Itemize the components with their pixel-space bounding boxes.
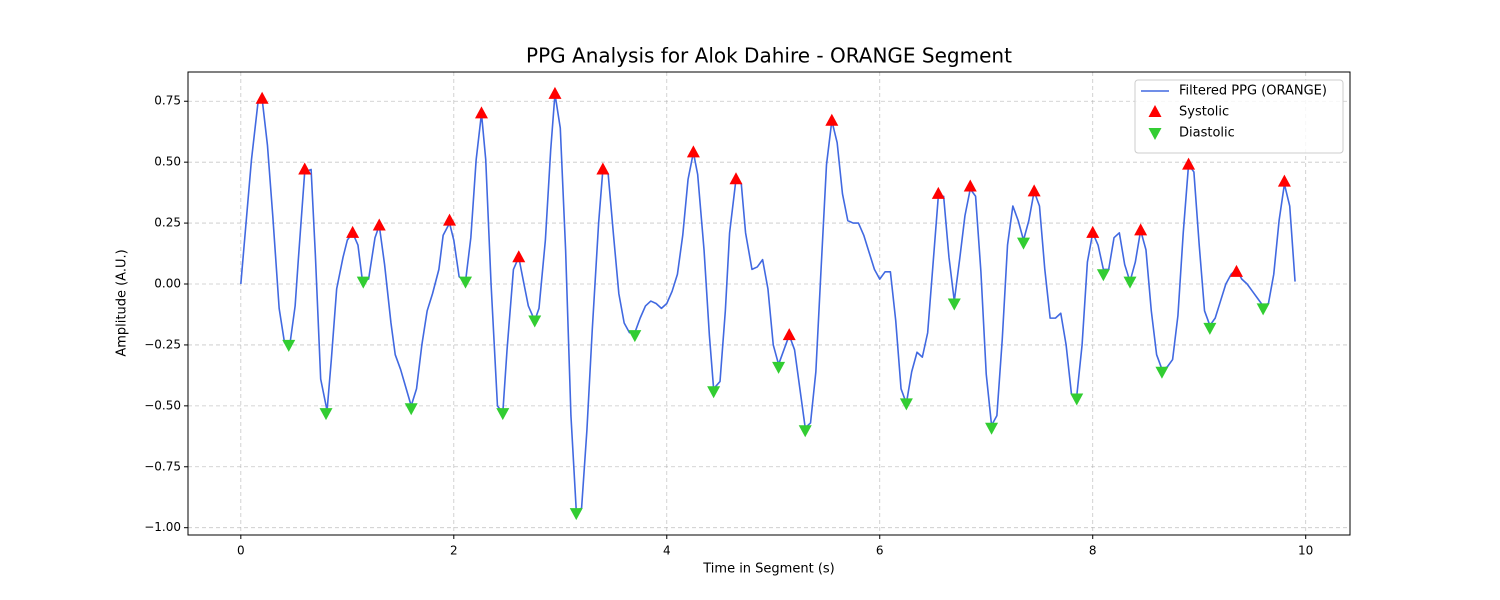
systolic-marker (1182, 157, 1196, 170)
legend-marker (1148, 105, 1162, 117)
systolic-marker (1277, 174, 1291, 187)
diastolic-marker (1123, 276, 1137, 289)
x-tick-label: 6 (876, 544, 884, 558)
diastolic-marker (282, 339, 296, 352)
diastolic-marker (569, 508, 583, 521)
diastolic-marker (707, 386, 721, 399)
plot-frame (187, 71, 1351, 536)
y-tick-label: −0.50 (144, 398, 181, 412)
diastolic-marker (628, 330, 642, 343)
x-tick-label: 0 (237, 544, 245, 558)
diastolic-marker (1096, 269, 1110, 282)
x-tick-label: 2 (450, 544, 458, 558)
systolic-marker (686, 145, 700, 158)
x-tick-label: 10 (1298, 544, 1313, 558)
diastolic-marker (1070, 393, 1084, 406)
diastolic-marker (1203, 322, 1217, 335)
systolic-marker (1229, 264, 1243, 277)
systolic-marker (963, 179, 977, 192)
systolic-marker (1086, 225, 1100, 238)
diastolic-marker (798, 425, 812, 438)
diastolic-marker (899, 398, 913, 411)
diastolic-marker (356, 276, 370, 289)
y-tick-label: 0.00 (154, 277, 181, 291)
chart-title: PPG Analysis for Alok Dahire - ORANGE Se… (526, 44, 1012, 68)
legend-marker (1148, 128, 1162, 140)
diastolic-marker (772, 361, 786, 374)
systolic-marker (474, 106, 488, 119)
systolic-marker (255, 91, 269, 104)
x-axis-label: Time in Segment (s) (702, 562, 834, 577)
diastolic-marker (319, 408, 333, 421)
y-tick-label: −1.00 (144, 520, 181, 534)
legend-label: Systolic (1179, 105, 1229, 120)
diastolic-marker (404, 403, 418, 416)
systolic-marker (346, 225, 360, 238)
ppg-line (240, 93, 1296, 512)
y-tick-label: 0.50 (154, 155, 181, 169)
systolic-marker (1134, 223, 1148, 236)
x-tick-label: 8 (1089, 544, 1097, 558)
diastolic-marker (1017, 237, 1031, 250)
diastolic-marker (528, 315, 542, 328)
systolic-marker (825, 113, 839, 126)
systolic-marker (1027, 184, 1041, 197)
y-axis-label: Amplitude (A.U.) (115, 249, 130, 356)
systolic-marker (443, 213, 457, 226)
legend-box (1134, 79, 1344, 154)
systolic-marker (931, 186, 945, 199)
systolic-marker (548, 86, 562, 99)
x-tick-label: 4 (663, 544, 671, 558)
y-tick-label: 0.75 (154, 94, 181, 108)
legend-label: Filtered PPG (ORANGE) (1179, 84, 1327, 99)
diastolic-marker (496, 408, 510, 421)
legend-label: Diastolic (1179, 126, 1235, 141)
diastolic-marker (459, 276, 473, 289)
diastolic-marker (1256, 303, 1270, 316)
systolic-marker (512, 250, 526, 263)
y-tick-label: −0.75 (144, 459, 181, 473)
diastolic-marker (947, 298, 961, 311)
systolic-marker (372, 218, 386, 231)
y-tick-label: −0.25 (144, 337, 181, 351)
systolic-marker (596, 162, 610, 175)
diastolic-marker (985, 422, 999, 435)
systolic-marker (298, 162, 312, 175)
y-tick-label: 0.25 (154, 216, 181, 230)
systolic-marker (782, 328, 796, 341)
diastolic-marker (1155, 366, 1169, 379)
systolic-marker (729, 172, 743, 185)
